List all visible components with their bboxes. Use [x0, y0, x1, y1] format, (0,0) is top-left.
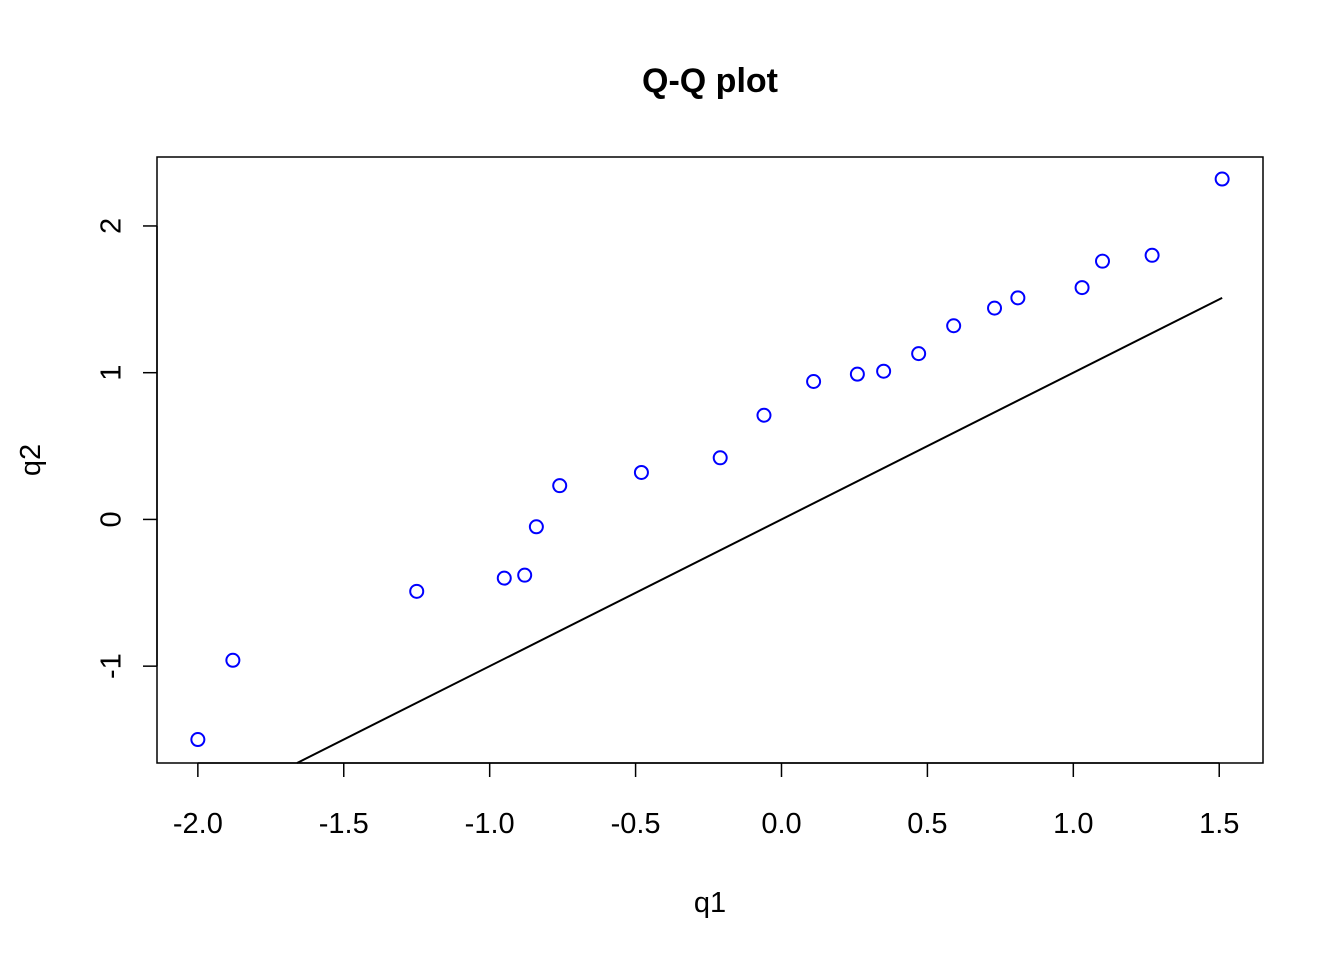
y-axis: -1 0 1 2: [96, 218, 158, 679]
chart-title: Q-Q plot: [642, 62, 778, 100]
points-layer: [190, 171, 1230, 748]
data-point: [849, 366, 865, 382]
data-point: [1074, 280, 1090, 296]
y-tick-label: -1: [96, 653, 128, 679]
data-point: [633, 464, 649, 480]
data-point: [517, 567, 533, 583]
y-axis-label: q2: [15, 444, 47, 476]
data-point: [1144, 247, 1160, 263]
data-point: [987, 300, 1003, 316]
plot-frame: [156, 156, 1264, 764]
reference-line: [296, 296, 1223, 764]
x-tick-label: 0.5: [907, 808, 947, 840]
data-point: [911, 346, 927, 362]
x-tick-label: 1.0: [1053, 808, 1093, 840]
data-point: [496, 570, 512, 586]
data-point: [806, 373, 822, 389]
x-tick-label: 1.5: [1199, 808, 1239, 840]
data-point: [756, 407, 772, 423]
data-point: [876, 363, 892, 379]
data-point: [712, 450, 728, 466]
data-point: [552, 478, 568, 494]
data-point: [1010, 290, 1026, 306]
data-point: [946, 318, 962, 334]
x-axis: -2.0 -1.5 -1.0 -0.5 0.0 0.5 1.0 1.5: [173, 762, 1239, 840]
y-tick-label: 1: [96, 365, 128, 381]
x-tick-label: -2.0: [173, 808, 223, 840]
data-point: [225, 652, 241, 668]
x-tick-label: -1.0: [465, 808, 515, 840]
x-axis-label: q1: [694, 887, 726, 919]
reference-line-layer: [296, 296, 1223, 764]
data-point: [409, 583, 425, 599]
y-tick-label: 0: [96, 511, 128, 527]
x-tick-label: -1.5: [319, 808, 369, 840]
x-tick-label: 0.0: [761, 808, 801, 840]
data-point: [1214, 171, 1230, 187]
data-point: [190, 732, 206, 748]
data-point: [528, 519, 544, 535]
data-point: [1094, 253, 1110, 269]
y-tick-label: 2: [96, 218, 128, 234]
x-tick-label: -0.5: [611, 808, 661, 840]
